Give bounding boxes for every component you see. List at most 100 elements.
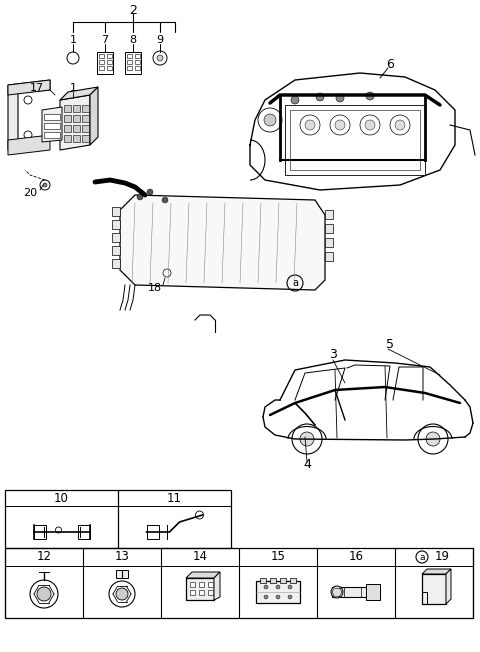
Bar bbox=[208, 582, 213, 587]
Text: 14: 14 bbox=[192, 550, 207, 563]
Bar bbox=[107, 66, 112, 70]
Text: 5: 5 bbox=[386, 338, 394, 351]
Text: 1: 1 bbox=[70, 35, 76, 45]
Circle shape bbox=[288, 585, 292, 589]
Circle shape bbox=[366, 92, 374, 100]
Text: 19: 19 bbox=[434, 550, 449, 563]
Polygon shape bbox=[120, 195, 325, 290]
Circle shape bbox=[157, 55, 163, 61]
Circle shape bbox=[37, 587, 51, 601]
Bar bbox=[325, 224, 333, 233]
Bar bbox=[422, 574, 446, 604]
Bar bbox=[77, 525, 89, 539]
Bar bbox=[44, 132, 60, 138]
Bar bbox=[82, 115, 89, 122]
Circle shape bbox=[276, 585, 280, 589]
Circle shape bbox=[365, 120, 375, 130]
Bar bbox=[82, 135, 89, 142]
Bar bbox=[190, 590, 195, 595]
Text: 12: 12 bbox=[36, 550, 51, 563]
Bar bbox=[99, 66, 104, 70]
Polygon shape bbox=[42, 107, 62, 142]
Bar bbox=[270, 578, 276, 583]
Polygon shape bbox=[8, 80, 50, 95]
Polygon shape bbox=[422, 569, 451, 574]
Text: 18: 18 bbox=[148, 283, 162, 293]
Bar bbox=[34, 525, 46, 539]
Bar bbox=[64, 135, 71, 142]
Bar bbox=[290, 578, 296, 583]
Polygon shape bbox=[214, 572, 220, 600]
Bar bbox=[285, 105, 425, 175]
Text: 3: 3 bbox=[329, 349, 337, 361]
Circle shape bbox=[335, 120, 345, 130]
Bar bbox=[290, 110, 420, 170]
Bar bbox=[112, 259, 120, 268]
Text: 16: 16 bbox=[348, 550, 363, 563]
Bar bbox=[325, 210, 333, 219]
Bar bbox=[112, 246, 120, 255]
Text: a: a bbox=[292, 278, 298, 288]
Bar bbox=[199, 582, 204, 587]
Text: 15: 15 bbox=[271, 550, 286, 563]
Circle shape bbox=[305, 120, 315, 130]
Circle shape bbox=[264, 595, 268, 599]
Bar bbox=[99, 60, 104, 64]
Bar bbox=[73, 125, 80, 132]
Bar bbox=[366, 584, 380, 600]
Text: 10: 10 bbox=[54, 492, 69, 505]
Bar bbox=[146, 525, 158, 539]
Bar bbox=[325, 238, 333, 247]
Bar bbox=[332, 587, 380, 597]
Bar bbox=[190, 582, 195, 587]
Circle shape bbox=[291, 96, 299, 104]
Bar bbox=[97, 52, 113, 74]
Circle shape bbox=[316, 93, 324, 101]
Polygon shape bbox=[60, 95, 90, 150]
Text: 4: 4 bbox=[303, 458, 311, 471]
Circle shape bbox=[264, 585, 268, 589]
Circle shape bbox=[162, 197, 168, 203]
Bar bbox=[107, 60, 112, 64]
Bar bbox=[135, 54, 140, 58]
Bar bbox=[64, 115, 71, 122]
Bar bbox=[127, 66, 132, 70]
Circle shape bbox=[336, 94, 344, 102]
Bar bbox=[5, 490, 231, 548]
Bar bbox=[64, 105, 71, 112]
Bar bbox=[64, 125, 71, 132]
Bar bbox=[99, 54, 104, 58]
Circle shape bbox=[276, 595, 280, 599]
Text: a: a bbox=[419, 552, 425, 561]
Text: 20: 20 bbox=[23, 188, 37, 198]
Circle shape bbox=[137, 194, 143, 200]
Circle shape bbox=[288, 595, 292, 599]
Text: 1: 1 bbox=[70, 83, 76, 93]
Bar bbox=[44, 123, 60, 129]
Bar bbox=[127, 54, 132, 58]
Text: 8: 8 bbox=[130, 35, 137, 45]
Bar bbox=[73, 135, 80, 142]
Text: 13: 13 bbox=[115, 550, 130, 563]
Bar bbox=[135, 60, 140, 64]
Bar bbox=[5, 548, 473, 618]
Circle shape bbox=[147, 189, 153, 195]
Polygon shape bbox=[446, 569, 451, 604]
Polygon shape bbox=[8, 80, 50, 150]
Bar bbox=[199, 590, 204, 595]
Text: 6: 6 bbox=[386, 59, 394, 72]
Polygon shape bbox=[60, 87, 98, 100]
Bar bbox=[127, 60, 132, 64]
Circle shape bbox=[426, 432, 440, 446]
Circle shape bbox=[300, 432, 314, 446]
Bar bbox=[256, 581, 300, 603]
Bar bbox=[325, 252, 333, 261]
Bar bbox=[112, 220, 120, 229]
Circle shape bbox=[331, 586, 343, 598]
Text: 9: 9 bbox=[156, 35, 164, 45]
Polygon shape bbox=[90, 87, 98, 145]
Bar bbox=[107, 54, 112, 58]
Polygon shape bbox=[8, 135, 50, 155]
Text: 2: 2 bbox=[129, 3, 137, 16]
Bar bbox=[73, 105, 80, 112]
